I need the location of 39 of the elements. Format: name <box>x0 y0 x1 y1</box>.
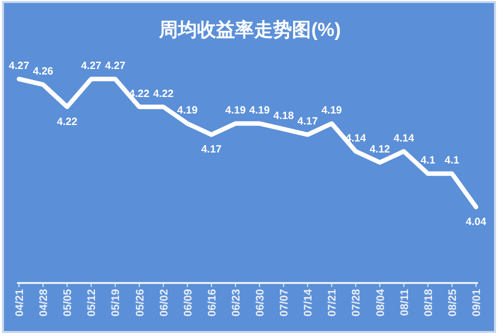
data-label: 4.17 <box>297 116 318 128</box>
data-label: 4.14 <box>394 132 414 144</box>
data-label: 4.17 <box>201 144 222 156</box>
data-label: 4.12 <box>370 143 390 156</box>
x-tick-label: 07/07 <box>278 289 291 317</box>
x-tick-label: 05/26 <box>134 289 146 317</box>
data-label: 4.1 <box>444 154 460 167</box>
x-tick-label: 04/21 <box>14 289 26 317</box>
x-tick-label: 05/05 <box>62 289 74 317</box>
data-label: 4.19 <box>249 104 270 117</box>
x-tick-label: 06/16 <box>206 289 218 317</box>
data-label: 4.22 <box>153 88 174 100</box>
x-tick-label: 04/28 <box>38 289 50 317</box>
data-label: 4.18 <box>273 110 294 122</box>
data-label: 4.19 <box>321 104 342 117</box>
x-tick-label: 08/04 <box>374 288 387 317</box>
chart-title: 周均收益率走势图(%) <box>158 19 341 41</box>
data-label: 4.19 <box>177 104 198 117</box>
data-label: 4.04 <box>466 216 486 228</box>
data-label: 4.26 <box>32 66 54 78</box>
x-tick-label: 07/14 <box>302 288 315 317</box>
x-tick-label: 09/01 <box>471 289 483 317</box>
x-tick-label: 06/23 <box>230 289 242 317</box>
x-tick-label: 05/19 <box>110 289 122 317</box>
x-tick-label: 05/12 <box>86 289 98 317</box>
x-tick-label: 07/21 <box>326 289 339 317</box>
x-tick-label: 07/28 <box>350 289 363 317</box>
x-tick-label: 08/18 <box>422 289 435 317</box>
data-label: 4.22 <box>56 116 78 128</box>
x-tick-label: 06/02 <box>158 289 170 317</box>
data-label: 4.27 <box>8 60 30 72</box>
data-label: 4.27 <box>104 60 126 72</box>
x-tick-label: 08/11 <box>398 289 411 316</box>
data-label: 4.19 <box>225 104 246 117</box>
data-label: 4.1 <box>420 154 436 167</box>
data-label: 4.27 <box>80 60 102 72</box>
x-tick-label: 08/25 <box>446 289 459 317</box>
x-tick-label: 06/30 <box>254 289 267 317</box>
x-tick-label: 06/09 <box>182 289 194 317</box>
